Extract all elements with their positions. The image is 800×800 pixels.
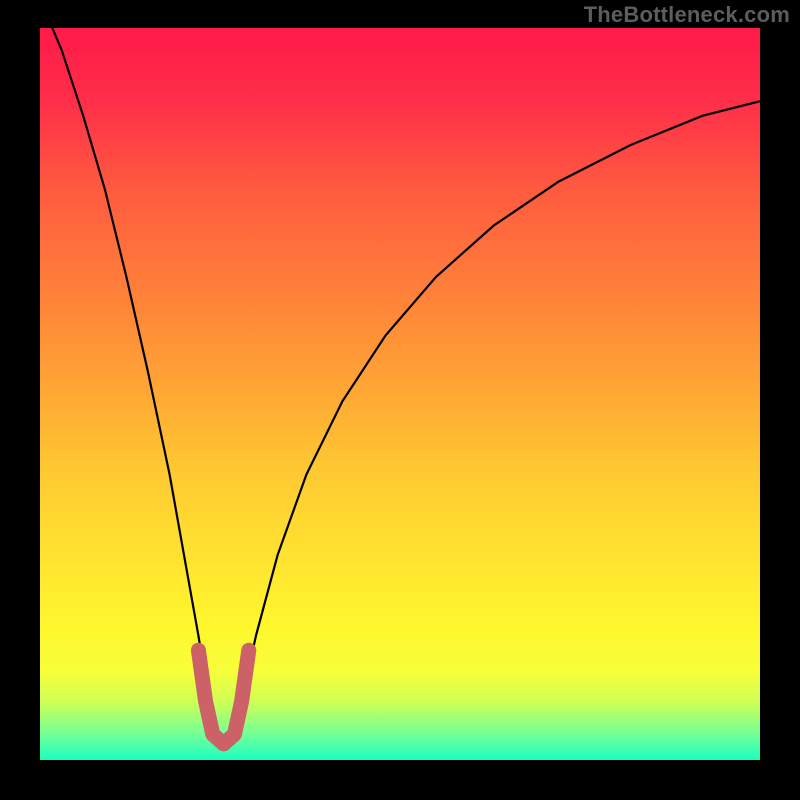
chart-container: TheBottleneck.com: [0, 0, 800, 800]
bottleneck-chart: [0, 0, 800, 800]
watermark-text: TheBottleneck.com: [584, 2, 790, 28]
gradient-background: [40, 28, 760, 760]
